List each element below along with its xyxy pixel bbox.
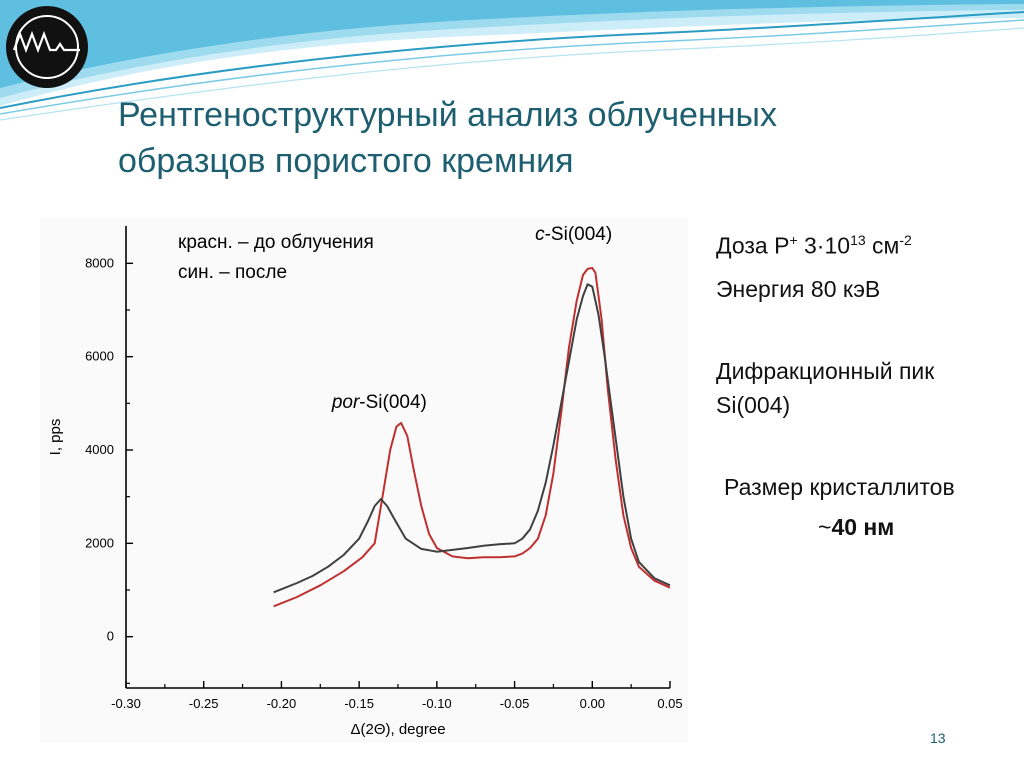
slide-title-line-1: Рентгеноструктурный анализ облученных <box>118 96 777 134</box>
x-tick-label: -0.25 <box>189 696 219 711</box>
y-tick-label: 0 <box>107 629 114 644</box>
annotation-text: -Si(004) <box>359 392 427 413</box>
crystallite-label: Размер кристаллитов <box>724 474 955 500</box>
decorative-header-waves <box>0 0 1024 121</box>
crystallite-size: ~40 нм <box>818 514 894 541</box>
y-tick-label: 8000 <box>85 255 114 270</box>
series-line-1 <box>273 267 671 608</box>
y-tick-label: 2000 <box>85 535 114 550</box>
x-tick-label: 0.00 <box>580 696 605 711</box>
dose-label: Доза P <box>716 232 790 259</box>
x-tick-label: -0.30 <box>111 696 141 711</box>
slide-number: 13 <box>930 730 946 746</box>
dose-ion-charge: + <box>789 232 798 248</box>
annotation-italic-prefix: c <box>535 224 545 245</box>
dose-unit-exponent: -2 <box>899 232 912 248</box>
legend-line-2: син. – после <box>178 262 287 283</box>
series-line-2 <box>273 283 671 594</box>
slide-title: Рентгеноструктурный анализ облученных об… <box>118 92 938 184</box>
dose-unit: см <box>872 232 900 259</box>
peak-annotation-2: c-Si(004) <box>535 224 612 245</box>
dose-exponent: 13 <box>850 232 866 248</box>
x-tick-label: -0.15 <box>344 696 374 711</box>
y-tick-label: 6000 <box>85 349 114 364</box>
dose-info: Доза P+ 3·1013 см-2 <box>716 232 912 260</box>
energy-info: Энергия 80 кэВ <box>716 276 881 302</box>
y-tick-label: 4000 <box>85 442 114 457</box>
slide-title-line-2: образцов пористого кремния <box>118 142 574 180</box>
dose-mantissa: 3·10 <box>804 232 851 259</box>
peak-info-line-1: Дифракционный пик <box>716 358 935 384</box>
x-tick-label: -0.05 <box>500 696 530 711</box>
crystallite-value: 40 нм <box>831 514 895 540</box>
x-tick-label: 0.05 <box>657 696 682 711</box>
y-axis-label: I, pps <box>47 419 64 456</box>
annotation-italic-prefix: por <box>331 392 360 413</box>
annotation-text: -Si(004) <box>545 224 613 245</box>
x-tick-label: -0.10 <box>422 696 452 711</box>
signal-wave-logo-icon <box>6 6 88 88</box>
x-axis-label: Δ(2Θ), degree <box>350 721 445 738</box>
crystallite-approx: ~ <box>818 514 832 540</box>
xrd-chart: -0.30 -0.25 -0.20 -0.15 -0.10 -0.05 0.00 0.05 0 2… <box>47 224 683 738</box>
legend-line-1: красн. – до облучения <box>178 232 374 253</box>
x-tick-label: -0.20 <box>267 696 297 711</box>
peak-annotation-1: por-Si(004) <box>331 392 427 413</box>
peak-info-line-2: Si(004) <box>716 392 791 418</box>
